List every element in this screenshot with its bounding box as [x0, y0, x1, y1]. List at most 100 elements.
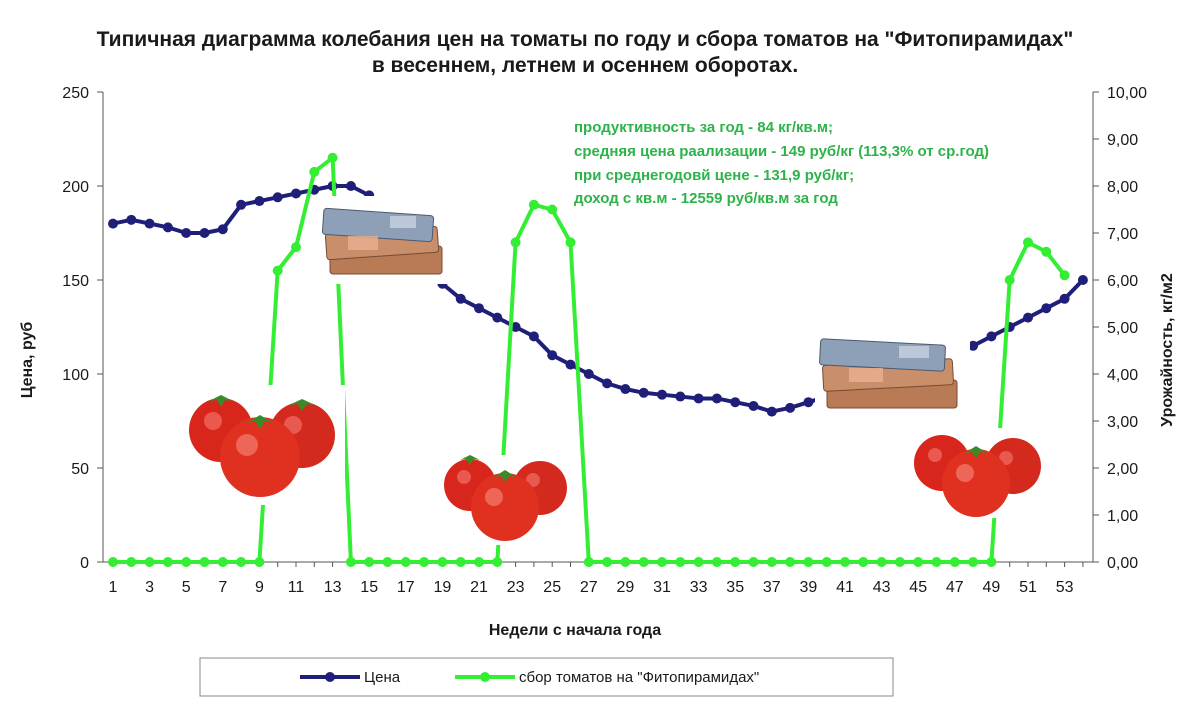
data-point — [766, 557, 777, 567]
x-axis-title: Недели с начала года — [489, 622, 661, 639]
x-tick-label: 39 — [800, 579, 818, 596]
chart-subtitle: в весеннем, летнем и осеннем оборотах. — [372, 54, 798, 77]
data-point — [510, 322, 521, 332]
right-axis-ticks: 0,00 1,00 2,00 3,00 4,00 5,00 6,00 7,00 8,00 9,00… — [1093, 85, 1147, 572]
left-tick-label: 250 — [62, 85, 89, 102]
right-tick-label: 0,00 — [1107, 555, 1138, 572]
x-tick-label: 35 — [726, 579, 744, 596]
right-tick-label: 6,00 — [1107, 273, 1138, 290]
data-point — [657, 389, 667, 400]
data-point — [1023, 237, 1033, 248]
data-point — [437, 557, 448, 567]
x-tick-label: 51 — [1019, 579, 1037, 596]
data-point — [217, 557, 228, 567]
left-tick-label: 0 — [80, 555, 89, 572]
data-point — [583, 557, 594, 567]
data-point — [272, 265, 283, 276]
data-point — [1023, 312, 1033, 323]
data-point — [126, 214, 137, 225]
data-point — [748, 400, 759, 411]
banknotes-image-1 — [318, 196, 453, 284]
data-point — [254, 557, 265, 567]
annotation-yearly-price: при среднегодовй цене - 131,9 руб/кг; — [574, 167, 854, 184]
data-point — [474, 303, 484, 314]
x-tick-label: 29 — [617, 579, 635, 596]
data-point — [492, 557, 503, 567]
x-tick-label: 1 — [109, 579, 118, 596]
data-point — [327, 152, 338, 163]
data-point — [748, 557, 759, 567]
data-point — [126, 557, 137, 567]
left-axis-ticks: 0 50 100 150 200 250 — [62, 85, 103, 572]
x-tick-label: 23 — [507, 579, 525, 596]
legend-swatch-marker — [325, 672, 335, 682]
x-axis-ticks: 1 3 5 7 9 11 13 15 17 19 21 23 25 27 29 31 33 35 37 39 41 43 4… — [109, 562, 1084, 596]
right-tick-label: 8,00 — [1107, 179, 1138, 196]
left-tick-label: 150 — [62, 273, 89, 290]
right-axis-title: Урожайность, кг/м2 — [1159, 273, 1176, 427]
right-tick-label: 4,00 — [1107, 367, 1138, 384]
data-point — [785, 402, 796, 413]
data-point — [199, 557, 210, 567]
data-point — [766, 406, 777, 417]
right-tick-label: 1,00 — [1107, 508, 1138, 525]
data-point — [108, 218, 118, 229]
data-point — [1004, 275, 1015, 285]
data-point — [986, 557, 997, 567]
right-tick-label: 5,00 — [1107, 320, 1138, 337]
data-point — [474, 557, 484, 567]
data-point — [968, 557, 979, 567]
x-tick-label: 43 — [873, 579, 891, 596]
data-point — [657, 557, 667, 567]
data-point — [236, 557, 247, 567]
data-point — [840, 557, 850, 567]
data-point — [108, 557, 118, 567]
x-tick-label: 5 — [182, 579, 191, 596]
data-point — [949, 557, 960, 567]
x-tick-label: 3 — [145, 579, 154, 596]
data-point — [602, 378, 613, 389]
data-point — [565, 359, 576, 370]
left-tick-label: 50 — [71, 461, 89, 478]
data-point — [254, 196, 265, 207]
data-point — [181, 557, 192, 567]
data-point — [730, 397, 741, 408]
data-point — [620, 557, 631, 567]
data-point — [400, 557, 411, 567]
data-point — [345, 181, 356, 191]
data-point — [144, 218, 155, 229]
data-point — [894, 557, 905, 567]
data-point — [144, 557, 155, 567]
data-point — [675, 391, 686, 402]
legend-item: Цена — [300, 669, 401, 686]
data-point — [528, 199, 539, 210]
data-point — [711, 557, 722, 567]
x-tick-label: 11 — [288, 579, 305, 596]
right-tick-label: 10,00 — [1107, 85, 1147, 102]
data-point — [638, 387, 649, 398]
data-point — [162, 222, 173, 233]
x-tick-label: 27 — [580, 579, 598, 596]
chart-title: Типичная диаграмма колебания цен на тома… — [97, 28, 1074, 51]
data-point — [858, 557, 869, 567]
data-point — [455, 557, 466, 567]
x-tick-label: 21 — [470, 579, 488, 596]
data-point — [638, 557, 649, 567]
annotation-avg-price: средняя цена раализации - 149 руб/кг (11… — [574, 143, 989, 160]
data-point — [492, 312, 503, 323]
data-point — [528, 331, 539, 342]
x-tick-label: 53 — [1056, 579, 1074, 596]
data-point — [1041, 246, 1052, 257]
data-point — [711, 393, 722, 404]
x-tick-label: 47 — [946, 579, 964, 596]
data-point — [291, 242, 301, 253]
data-point — [547, 204, 558, 215]
data-point — [419, 557, 430, 567]
series-harvest — [108, 152, 1070, 567]
right-tick-label: 9,00 — [1107, 132, 1138, 149]
data-point — [1059, 293, 1070, 304]
x-tick-label: 31 — [653, 579, 671, 596]
x-tick-label: 33 — [690, 579, 708, 596]
data-point — [803, 397, 814, 408]
right-tick-label: 7,00 — [1107, 226, 1138, 243]
